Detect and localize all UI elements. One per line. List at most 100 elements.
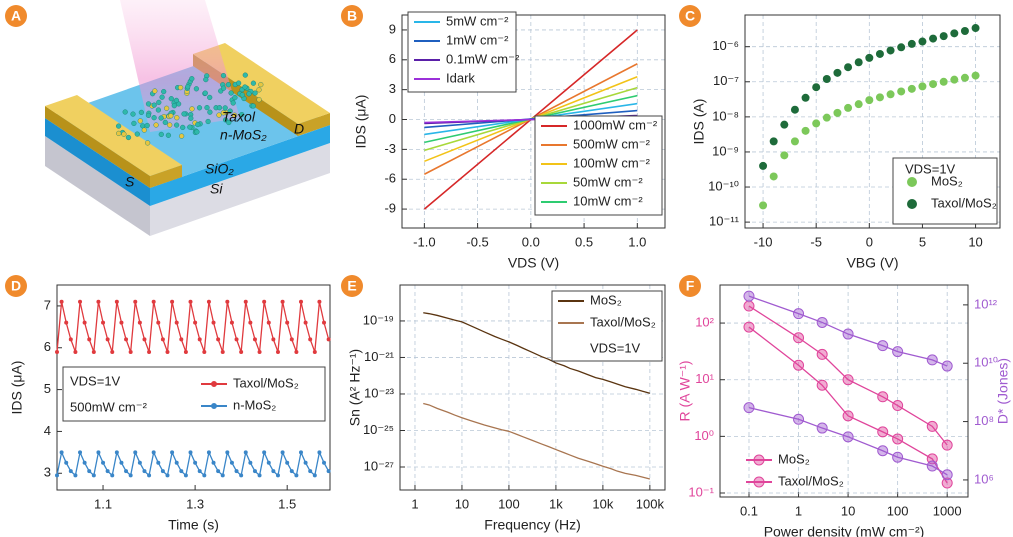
molecule <box>185 84 191 90</box>
data-point <box>892 400 904 412</box>
source-label: S <box>125 174 135 190</box>
molecule <box>196 105 203 111</box>
annotation: VDS=1V <box>905 161 956 176</box>
data-point <box>812 119 821 128</box>
legend-label: 100mW cm⁻² <box>573 155 651 170</box>
data-point <box>119 460 124 465</box>
data-point <box>892 346 904 358</box>
molecule <box>195 121 201 128</box>
y-tick-label: -9 <box>384 201 396 216</box>
data-point <box>262 450 267 455</box>
data-point <box>216 469 221 474</box>
molecule <box>227 108 233 114</box>
data-point <box>289 337 294 342</box>
data-point <box>285 460 290 465</box>
y-tick-label: 10² <box>695 315 714 330</box>
legend-label: 5mW cm⁻² <box>446 13 509 28</box>
data-point <box>743 290 755 302</box>
panel-letter: E <box>347 278 356 294</box>
data-point <box>769 137 778 146</box>
data-point <box>220 349 225 354</box>
data-point <box>156 320 161 325</box>
x-tick-label: 0.1 <box>740 503 758 518</box>
data-point <box>64 460 69 465</box>
data-point <box>285 320 290 325</box>
data-point <box>842 374 854 386</box>
sio2-left-face <box>45 118 150 206</box>
data-point <box>816 348 828 360</box>
data-point <box>892 451 904 463</box>
legend-label: Taxol/MoS₂ <box>590 314 656 329</box>
data-point <box>941 360 953 372</box>
data-point <box>151 450 156 455</box>
data-point <box>844 63 853 72</box>
series-line <box>423 402 651 480</box>
x-tick-label: -10 <box>754 234 773 249</box>
data-point <box>73 473 78 478</box>
y-tick-label: 6 <box>389 51 396 66</box>
molecule <box>256 87 262 93</box>
data-point <box>793 413 805 425</box>
panel-badge <box>679 275 701 297</box>
molecule <box>193 86 200 92</box>
data-point <box>142 469 147 474</box>
molecules <box>115 72 264 146</box>
plot-frame <box>56 284 331 491</box>
panel: E 1 10 100 1k 10k 100k 10⁻²⁷ 10⁻²⁵ 10⁻²³ 10⁻²¹ 10⁻¹… <box>341 275 666 533</box>
legend-label: MoS₂ <box>931 173 963 188</box>
molecule <box>178 84 184 91</box>
panel: B -1.0 -0.5 0.0 0.5 1.0 -9 -6 -3 0 3 6 9 VDS (V) IDS (… <box>341 5 666 271</box>
data-point <box>110 349 115 354</box>
data-point <box>78 299 83 304</box>
data-point <box>165 473 170 478</box>
molecule <box>225 82 232 88</box>
data-point <box>844 103 853 112</box>
y-tick-label: 10⁻¹⁰ <box>708 178 739 193</box>
x-tick-label: 1k <box>549 496 563 511</box>
series-line <box>56 301 330 353</box>
data-point <box>101 460 106 465</box>
drain-front-face <box>298 113 330 136</box>
legend-label: Taxol/MoS₂ <box>778 473 844 488</box>
data-point <box>137 320 142 325</box>
legend-marker <box>907 177 917 187</box>
data-point <box>308 337 313 342</box>
data-point <box>897 43 906 52</box>
x-tick-label: 5 <box>919 234 926 249</box>
data-point <box>790 105 799 114</box>
legend-label: MoS₂ <box>590 292 622 307</box>
si-label: Si <box>210 181 223 197</box>
y-tick-label: 10⁸ <box>974 413 994 428</box>
molecule <box>226 119 232 126</box>
molecule <box>188 115 194 121</box>
data-point <box>941 439 953 451</box>
data-point <box>294 473 299 478</box>
data-point <box>197 469 202 474</box>
data-point <box>179 469 184 474</box>
data-point <box>907 84 916 93</box>
molecule <box>156 99 162 106</box>
molecule <box>122 109 128 115</box>
data-point <box>174 460 179 465</box>
data-point <box>147 473 152 478</box>
molecule <box>144 122 150 129</box>
data-point <box>759 161 768 170</box>
data-point <box>225 450 230 455</box>
molecule <box>228 90 234 96</box>
data-point <box>114 299 119 304</box>
y-tick-label: 10¹ <box>695 371 714 386</box>
x-axis-title: Time (s) <box>168 517 219 533</box>
data-point <box>82 320 87 325</box>
data-point <box>87 337 92 342</box>
x-tick-label: 10 <box>968 234 982 249</box>
data-point <box>91 473 96 478</box>
x-tick-label: 1.5 <box>278 496 296 511</box>
data-point <box>165 349 170 354</box>
molecule <box>138 109 145 116</box>
data-point <box>298 450 303 455</box>
data-point <box>225 299 230 304</box>
si-left-face <box>45 136 150 236</box>
legend-marker <box>211 381 217 387</box>
legend-marker <box>753 476 765 488</box>
data-point <box>124 337 129 342</box>
